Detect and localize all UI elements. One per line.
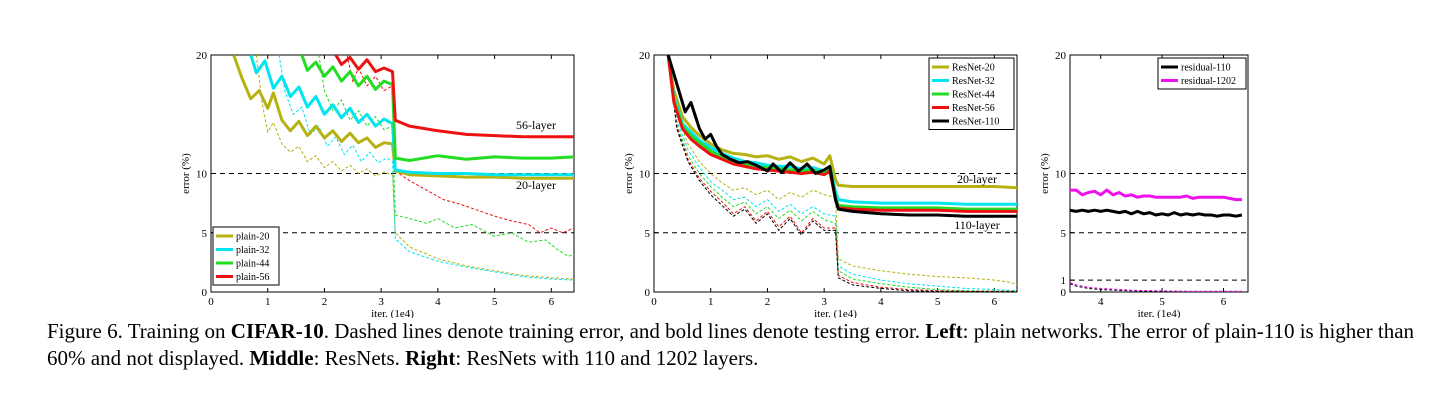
- chart-panel-2: 0 1 2 3 4 5 6 0 5 10 20 iter. (1e4) error (%) 20-laye…: [623, 50, 1018, 318]
- test-line-plain-56: [334, 55, 574, 139]
- legend-label: plain-56: [236, 272, 269, 283]
- x-tick-label: 4: [1098, 296, 1104, 308]
- y-axis-label: error (%): [623, 153, 635, 194]
- y-tick-label: 10: [196, 169, 208, 181]
- y-tick-label: 1: [1061, 275, 1067, 287]
- train-line-plain-56: [346, 55, 574, 234]
- test-line-ResNet-110: [666, 55, 1017, 218]
- x-axis-label: iter. (1e4): [371, 308, 414, 318]
- y-tick-label: 0: [1061, 287, 1067, 299]
- train-line-ResNet-110: [667, 55, 1017, 292]
- y-tick-label: 5: [1061, 228, 1067, 240]
- legend-label: ResNet-44: [952, 90, 995, 101]
- x-tick-label: 0: [208, 296, 214, 308]
- y-tick-label: 0: [202, 287, 208, 299]
- test-line-plain-20: [232, 55, 574, 180]
- y-tick-label: 20: [196, 50, 208, 62]
- caption-right-label: Right: [405, 346, 456, 370]
- caption-middle-label: Middle: [249, 346, 314, 370]
- x-tick-label: 5: [492, 296, 498, 308]
- legend-label: residual-1202: [1181, 76, 1236, 87]
- train-line-ResNet-32: [667, 55, 1017, 292]
- test-line-ResNet-44: [666, 55, 1017, 211]
- train-line-residual-110: [1070, 283, 1242, 292]
- x-tick-label: 3: [821, 296, 827, 308]
- train-line-plain-32: [278, 55, 574, 281]
- x-tick-label: 4: [878, 296, 884, 308]
- legend: ResNet-20 ResNet-32 ResNet-44 ResNet-56 ResN…: [928, 57, 1015, 130]
- y-tick-label: 10: [1055, 169, 1067, 181]
- legend-label: plain-20: [236, 232, 269, 243]
- y-axis-label: error (%): [180, 153, 192, 194]
- train-line-ResNet-44: [667, 55, 1017, 292]
- test-line-ResNet-56: [666, 55, 1017, 213]
- y-tick-label: 5: [202, 228, 208, 240]
- x-tick-label: 6: [992, 296, 998, 308]
- train-line-residual-1202: [1070, 282, 1242, 292]
- x-tick-label: 5: [1159, 296, 1165, 308]
- y-tick-label: 20: [1055, 50, 1067, 62]
- annotation: 110-layer: [954, 218, 1000, 232]
- legend-label: ResNet-20: [952, 63, 995, 74]
- legend: residual-110 residual-1202: [1157, 57, 1247, 90]
- train-line-ResNet-20: [667, 55, 1017, 286]
- x-axis-label: iter. (1e4): [1138, 308, 1181, 318]
- series-group: [232, 55, 574, 281]
- test-line-residual-1202: [1070, 188, 1242, 202]
- test-line-plain-32: [249, 55, 574, 177]
- chart-panel-3: 4 5 6 01 5 10 20 iter. (1e4) error (%) residual-1…: [1039, 50, 1249, 318]
- caption-middle-text: : ResNets.: [313, 346, 406, 370]
- caption-left-text: : plain networks. The error of plain-110…: [47, 319, 1415, 370]
- legend-label: ResNet-110: [952, 117, 999, 128]
- legend-label: plain-44: [236, 259, 269, 270]
- caption-sentence: . Dashed lines denote training error, an…: [323, 319, 926, 343]
- annotation: 20-layer: [516, 178, 556, 192]
- figure-caption: Figure 6. Training on CIFAR-10. Dashed l…: [47, 318, 1417, 372]
- legend-box: [1157, 57, 1247, 90]
- chart-panel-1: 0 1 2 3 4 5 6 0 5 10 20 iter. (1e4) error (%) 56-laye…: [180, 50, 575, 318]
- legend-label: ResNet-32: [952, 76, 995, 87]
- x-tick-label: 0: [651, 296, 657, 308]
- test-line-plain-44: [300, 55, 574, 162]
- plot-frame: [1069, 54, 1249, 293]
- x-tick-label: 6: [549, 296, 555, 308]
- legend-label: residual-110: [1181, 63, 1231, 74]
- series-group: [1070, 188, 1243, 292]
- y-tick-label: 10: [639, 169, 651, 181]
- legend: plain-20 plain-32 plain-44 plain-56: [212, 226, 280, 286]
- legend-label: ResNet-56: [952, 103, 995, 114]
- y-axis-label: error (%): [1039, 153, 1051, 194]
- x-tick-label: 4: [435, 296, 441, 308]
- series-group: [666, 55, 1017, 292]
- y-tick-label: 5: [645, 228, 651, 240]
- annotation: 56-layer: [516, 118, 556, 132]
- caption-left-label: Left: [925, 319, 963, 343]
- x-tick-label: 3: [378, 296, 384, 308]
- x-tick-label: 2: [765, 296, 771, 308]
- annotation: 20-layer: [957, 172, 997, 186]
- y-tick-label: 0: [645, 287, 651, 299]
- legend-label: plain-32: [236, 245, 269, 256]
- x-axis-label: iter. (1e4): [814, 308, 857, 318]
- x-tick-label: 1: [265, 296, 271, 308]
- caption-prefix: Figure 6. Training on: [47, 319, 231, 343]
- x-tick-label: 5: [935, 296, 941, 308]
- y-tick-label: 20: [639, 50, 651, 62]
- test-line-residual-110: [1070, 208, 1243, 218]
- x-tick-label: 2: [322, 296, 328, 308]
- test-line-ResNet-20: [666, 55, 1017, 190]
- x-tick-label: 1: [708, 296, 714, 308]
- caption-right-text: : ResNets with 110 and 1202 layers.: [455, 346, 759, 370]
- x-tick-label: 6: [1221, 296, 1227, 308]
- train-line-plain-20: [255, 55, 574, 280]
- caption-dataset: CIFAR-10: [230, 319, 324, 343]
